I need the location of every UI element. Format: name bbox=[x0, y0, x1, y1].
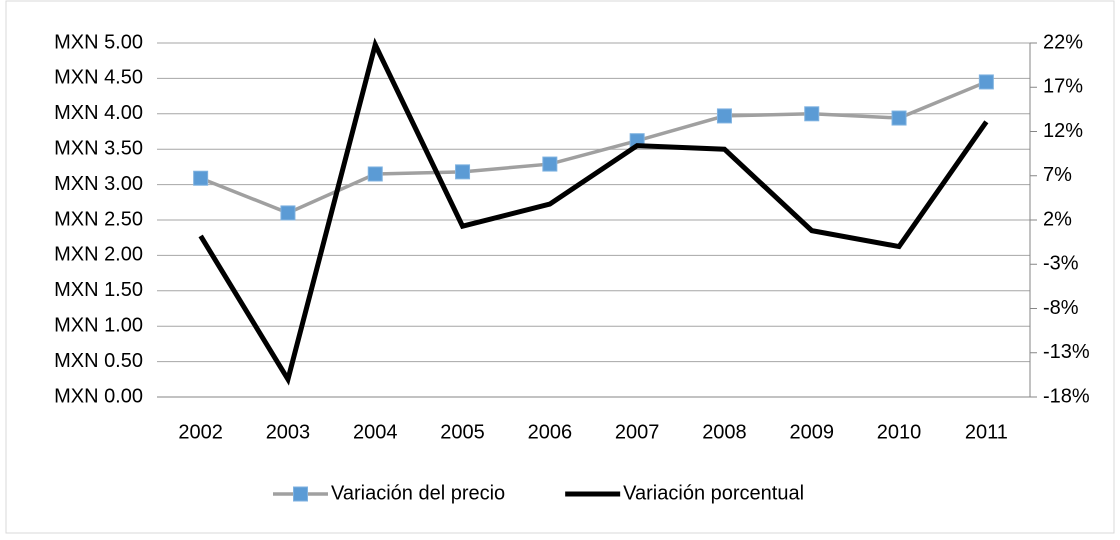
marker bbox=[804, 106, 820, 122]
y-tick-label: MXN 0.50 bbox=[54, 350, 143, 372]
series-line bbox=[198, 37, 989, 386]
y-tick-label: MXN 2.00 bbox=[54, 244, 143, 266]
x-tick-label: 2010 bbox=[877, 421, 922, 443]
y2-tick-label: 2% bbox=[1043, 208, 1072, 230]
marker bbox=[280, 205, 296, 221]
x-tick-label: 2007 bbox=[615, 421, 660, 443]
y2-tick-label: -3% bbox=[1043, 253, 1079, 275]
x-tick-label: 2009 bbox=[790, 421, 835, 443]
marker bbox=[455, 164, 471, 180]
marker bbox=[716, 108, 732, 124]
x-tick-label: 2004 bbox=[353, 421, 398, 443]
y-tick-label: MXN 4.50 bbox=[54, 67, 143, 89]
marker bbox=[891, 110, 907, 126]
y2-tick-label: 12% bbox=[1043, 120, 1083, 142]
marker bbox=[367, 166, 383, 182]
legend-label: Variación porcentual bbox=[623, 482, 804, 504]
x-tick-label: 2011 bbox=[965, 421, 1008, 443]
y-tick-label: MXN 5.00 bbox=[54, 31, 143, 53]
y2-tick-label: 22% bbox=[1043, 31, 1083, 53]
x-tick-label: 2003 bbox=[266, 421, 311, 443]
y2-tick-label: 17% bbox=[1043, 76, 1083, 98]
x-tick-label: 2008 bbox=[702, 421, 747, 443]
legend-label: Variación del precio bbox=[331, 482, 505, 504]
y2-tick-label: -13% bbox=[1043, 341, 1090, 363]
series-line bbox=[200, 80, 988, 215]
y-tick-label: MXN 1.00 bbox=[54, 314, 143, 336]
x-tick-label: 2005 bbox=[440, 421, 485, 443]
y2-tick-label: -18% bbox=[1043, 385, 1090, 407]
x-tick-label: 2002 bbox=[178, 421, 223, 443]
y-tick-label: MXN 3.00 bbox=[54, 173, 143, 195]
chart-frame bbox=[5, 0, 1115, 534]
y2-tick-label: 7% bbox=[1043, 164, 1072, 186]
y-tick-label: MXN 2.50 bbox=[54, 208, 143, 230]
y2-tick-label: -8% bbox=[1043, 297, 1079, 319]
marker bbox=[542, 156, 558, 172]
x-tick-label: 2006 bbox=[528, 421, 573, 443]
marker bbox=[978, 74, 994, 90]
y-tick-label: MXN 1.50 bbox=[54, 279, 143, 301]
marker bbox=[193, 170, 209, 186]
y-tick-label: MXN 0.00 bbox=[54, 385, 143, 407]
y-tick-label: MXN 3.50 bbox=[54, 137, 143, 159]
legend-marker bbox=[293, 486, 308, 502]
y-tick-label: MXN 4.00 bbox=[54, 102, 143, 124]
